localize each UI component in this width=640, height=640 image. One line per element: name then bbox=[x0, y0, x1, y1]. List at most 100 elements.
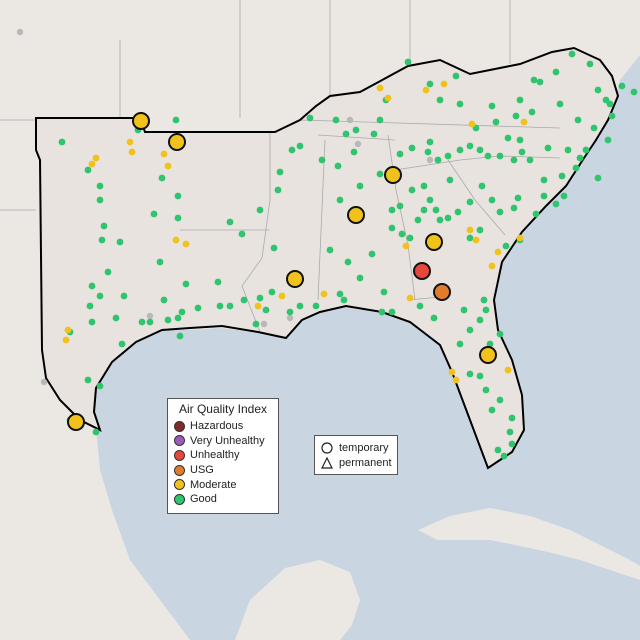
good-monitor-marker[interactable] bbox=[568, 50, 576, 58]
permanent-monitor-marker[interactable] bbox=[146, 312, 154, 320]
good-monitor-marker[interactable] bbox=[396, 202, 404, 210]
moderate-monitor-marker[interactable] bbox=[466, 226, 474, 234]
good-monitor-marker[interactable] bbox=[430, 314, 438, 322]
moderate-monitor-marker[interactable] bbox=[92, 154, 100, 162]
good-monitor-marker[interactable] bbox=[416, 302, 424, 310]
temporary-monitor-marker[interactable] bbox=[384, 166, 402, 184]
good-monitor-marker[interactable] bbox=[506, 428, 514, 436]
good-monitor-marker[interactable] bbox=[582, 146, 590, 154]
good-monitor-marker[interactable] bbox=[476, 226, 484, 234]
moderate-monitor-marker[interactable] bbox=[516, 234, 524, 242]
good-monitor-marker[interactable] bbox=[178, 308, 186, 316]
good-monitor-marker[interactable] bbox=[512, 112, 520, 120]
good-monitor-marker[interactable] bbox=[466, 198, 474, 206]
good-monitor-marker[interactable] bbox=[528, 108, 536, 116]
monitor-markers[interactable] bbox=[16, 28, 638, 460]
good-monitor-marker[interactable] bbox=[96, 196, 104, 204]
good-monitor-marker[interactable] bbox=[476, 316, 484, 324]
good-monitor-marker[interactable] bbox=[560, 192, 568, 200]
good-monitor-marker[interactable] bbox=[426, 196, 434, 204]
good-monitor-marker[interactable] bbox=[496, 208, 504, 216]
good-monitor-marker[interactable] bbox=[216, 302, 224, 310]
good-monitor-marker[interactable] bbox=[532, 210, 540, 218]
good-monitor-marker[interactable] bbox=[540, 192, 548, 200]
good-monitor-marker[interactable] bbox=[276, 168, 284, 176]
good-monitor-marker[interactable] bbox=[456, 340, 464, 348]
good-monitor-marker[interactable] bbox=[432, 206, 440, 214]
good-monitor-marker[interactable] bbox=[238, 230, 246, 238]
good-monitor-marker[interactable] bbox=[96, 382, 104, 390]
good-monitor-marker[interactable] bbox=[88, 318, 96, 326]
good-monitor-marker[interactable] bbox=[336, 196, 344, 204]
good-monitor-marker[interactable] bbox=[454, 208, 462, 216]
good-monitor-marker[interactable] bbox=[496, 152, 504, 160]
good-monitor-marker[interactable] bbox=[194, 304, 202, 312]
temporary-monitor-marker[interactable] bbox=[425, 233, 443, 251]
good-monitor-marker[interactable] bbox=[214, 278, 222, 286]
good-monitor-marker[interactable] bbox=[350, 148, 358, 156]
good-monitor-marker[interactable] bbox=[540, 176, 548, 184]
good-monitor-marker[interactable] bbox=[414, 216, 422, 224]
moderate-monitor-marker[interactable] bbox=[254, 302, 262, 310]
good-monitor-marker[interactable] bbox=[160, 296, 168, 304]
good-monitor-marker[interactable] bbox=[426, 80, 434, 88]
good-monitor-marker[interactable] bbox=[96, 182, 104, 190]
moderate-monitor-marker[interactable] bbox=[172, 236, 180, 244]
good-monitor-marker[interactable] bbox=[344, 258, 352, 266]
good-monitor-marker[interactable] bbox=[368, 250, 376, 258]
good-monitor-marker[interactable] bbox=[146, 318, 154, 326]
good-monitor-marker[interactable] bbox=[510, 204, 518, 212]
good-monitor-marker[interactable] bbox=[594, 86, 602, 94]
good-monitor-marker[interactable] bbox=[118, 340, 126, 348]
good-monitor-marker[interactable] bbox=[226, 302, 234, 310]
moderate-monitor-marker[interactable] bbox=[126, 138, 134, 146]
good-monitor-marker[interactable] bbox=[494, 446, 502, 454]
good-monitor-marker[interactable] bbox=[408, 144, 416, 152]
moderate-monitor-marker[interactable] bbox=[128, 148, 136, 156]
moderate-monitor-marker[interactable] bbox=[278, 292, 286, 300]
good-monitor-marker[interactable] bbox=[488, 196, 496, 204]
good-monitor-marker[interactable] bbox=[492, 118, 500, 126]
good-monitor-marker[interactable] bbox=[408, 186, 416, 194]
good-monitor-marker[interactable] bbox=[352, 126, 360, 134]
good-monitor-marker[interactable] bbox=[476, 372, 484, 380]
good-monitor-marker[interactable] bbox=[590, 124, 598, 132]
good-monitor-marker[interactable] bbox=[452, 72, 460, 80]
good-monitor-marker[interactable] bbox=[274, 186, 282, 194]
good-monitor-marker[interactable] bbox=[618, 82, 626, 90]
moderate-monitor-marker[interactable] bbox=[182, 240, 190, 248]
moderate-monitor-marker[interactable] bbox=[452, 376, 460, 384]
good-monitor-marker[interactable] bbox=[318, 156, 326, 164]
good-monitor-marker[interactable] bbox=[530, 76, 538, 84]
good-monitor-marker[interactable] bbox=[500, 452, 508, 460]
good-monitor-marker[interactable] bbox=[482, 386, 490, 394]
good-monitor-marker[interactable] bbox=[396, 150, 404, 158]
good-monitor-marker[interactable] bbox=[158, 174, 166, 182]
good-monitor-marker[interactable] bbox=[436, 96, 444, 104]
good-monitor-marker[interactable] bbox=[420, 206, 428, 214]
good-monitor-marker[interactable] bbox=[406, 234, 414, 242]
good-monitor-marker[interactable] bbox=[398, 230, 406, 238]
good-monitor-marker[interactable] bbox=[518, 148, 526, 156]
good-monitor-marker[interactable] bbox=[96, 292, 104, 300]
good-monitor-marker[interactable] bbox=[426, 138, 434, 146]
permanent-monitor-marker[interactable] bbox=[16, 28, 24, 36]
good-monitor-marker[interactable] bbox=[86, 302, 94, 310]
temporary-monitor-marker[interactable] bbox=[168, 133, 186, 151]
permanent-monitor-marker[interactable] bbox=[286, 314, 294, 322]
good-monitor-marker[interactable] bbox=[256, 294, 264, 302]
good-monitor-marker[interactable] bbox=[544, 144, 552, 152]
good-monitor-marker[interactable] bbox=[376, 170, 384, 178]
good-monitor-marker[interactable] bbox=[380, 288, 388, 296]
good-monitor-marker[interactable] bbox=[424, 148, 432, 156]
good-monitor-marker[interactable] bbox=[388, 308, 396, 316]
moderate-monitor-marker[interactable] bbox=[402, 242, 410, 250]
moderate-monitor-marker[interactable] bbox=[406, 294, 414, 302]
good-monitor-marker[interactable] bbox=[174, 314, 182, 322]
good-monitor-marker[interactable] bbox=[388, 206, 396, 214]
permanent-monitor-marker[interactable] bbox=[260, 320, 268, 328]
good-monitor-marker[interactable] bbox=[112, 314, 120, 322]
permanent-monitor-marker[interactable] bbox=[346, 116, 354, 124]
temporary-monitor-marker[interactable] bbox=[413, 262, 431, 280]
